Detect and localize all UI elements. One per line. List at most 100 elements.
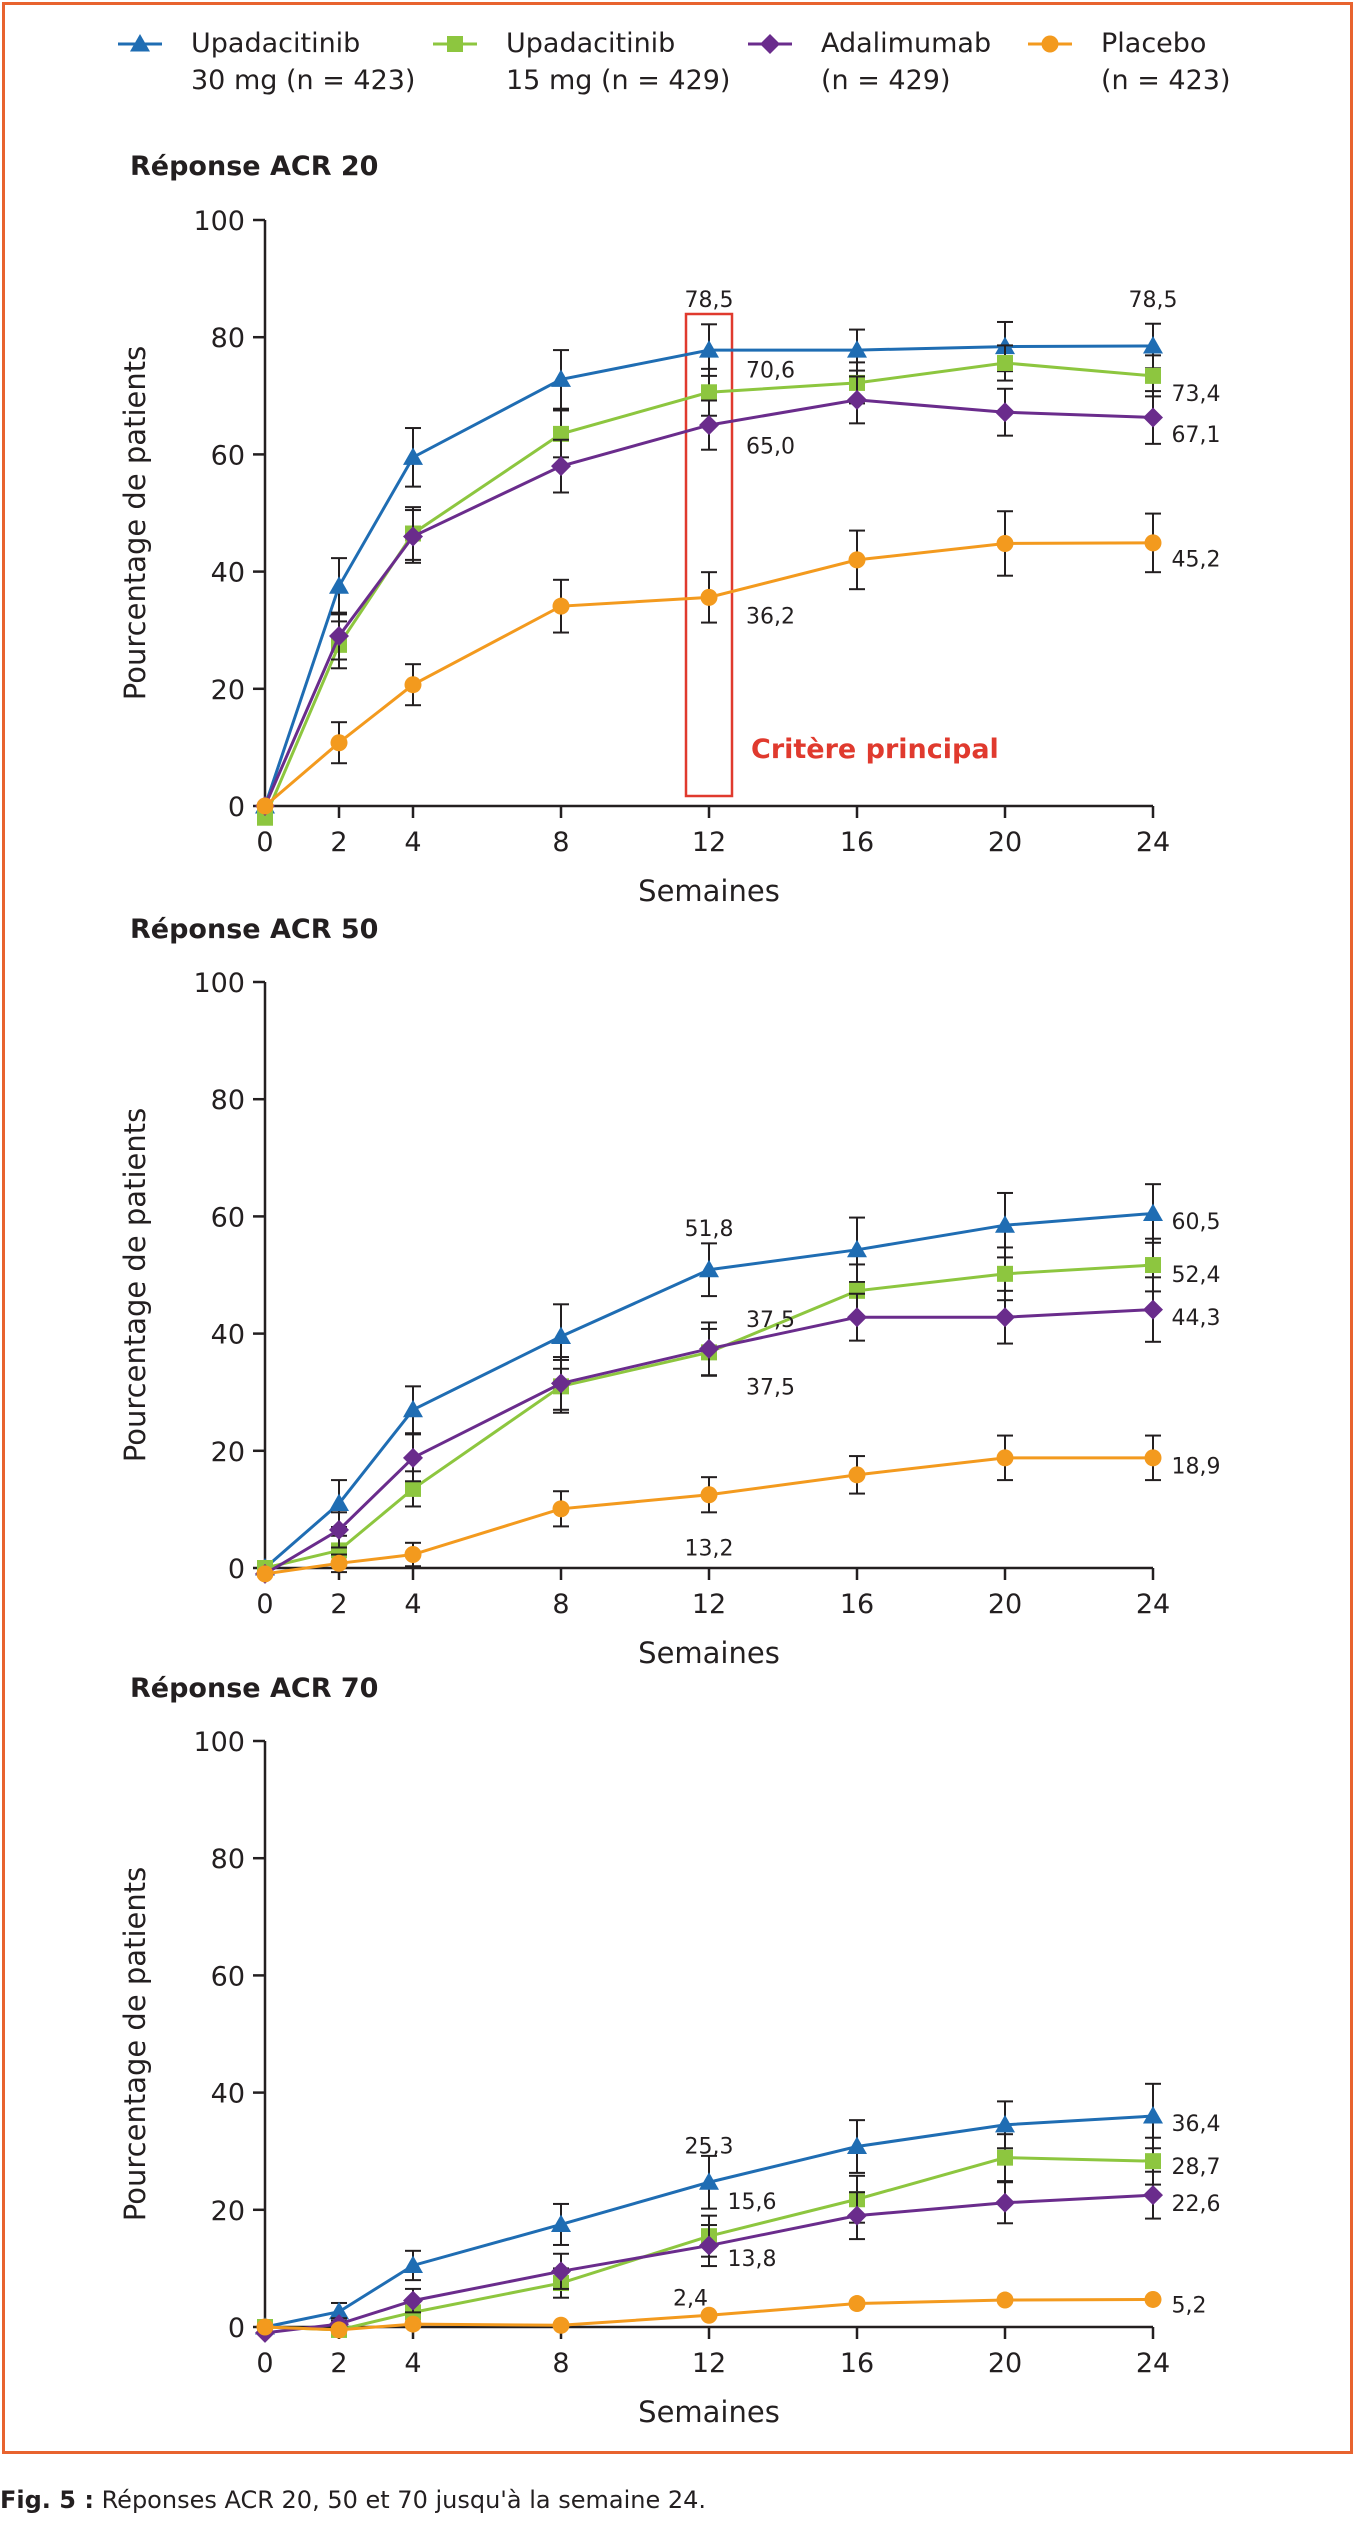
legend-entry: Adalimumab (n = 429) (748, 28, 991, 96)
chart-title: Réponse ACR 70 (130, 1673, 378, 1704)
x-tick-label: 0 (256, 2348, 273, 2379)
y-tick-label: 60 (211, 440, 245, 471)
data-point (996, 1449, 1014, 1467)
series-group (256, 510, 1162, 815)
x-tick-label: 16 (840, 827, 874, 858)
data-point (995, 402, 1015, 423)
series-line (264, 1211, 1154, 1570)
y-tick-label: 40 (211, 2079, 245, 2110)
data-point (995, 1307, 1015, 1328)
legend-marker (447, 36, 463, 52)
data-point (849, 1282, 865, 1299)
x-tick-label: 20 (988, 1589, 1022, 1620)
y-tick-label: 0 (228, 1554, 245, 1585)
data-point (699, 340, 719, 358)
data-point (329, 626, 349, 647)
data-point (1144, 534, 1162, 552)
y-tick-label: 20 (211, 675, 245, 706)
data-point (551, 1373, 571, 1394)
data-point (847, 1239, 867, 1258)
caption-label: Fig. 5 : (0, 2486, 94, 2514)
y-axis-label: Pourcentage de patients (118, 1867, 152, 2221)
x-tick-label: 12 (692, 1589, 726, 1620)
legend-label-n: 15 mg (n = 429) (506, 65, 730, 96)
y-tick-label: 60 (211, 1961, 245, 1992)
primary-endpoint-box (684, 312, 734, 798)
data-label: 60,5 (1172, 1210, 1221, 1235)
data-point (1145, 2153, 1161, 2170)
data-point (256, 1565, 274, 1583)
x-tick-label: 2 (330, 2348, 347, 2379)
x-tick-label: 16 (840, 2348, 874, 2379)
data-label: 65,0 (746, 435, 795, 460)
data-point (1143, 2185, 1163, 2206)
data-point (699, 415, 719, 436)
series-line (264, 2114, 1154, 2329)
x-tick-label: 4 (404, 2348, 421, 2379)
x-tick-label: 8 (552, 1589, 569, 1620)
legend-marker (130, 34, 150, 52)
data-label: 78,5 (685, 288, 734, 313)
y-tick-label: 40 (211, 1320, 245, 1351)
data-label: 28,7 (1172, 2155, 1221, 2180)
x-tick-label: 2 (330, 827, 347, 858)
data-point (403, 447, 423, 465)
data-point (404, 1546, 422, 1564)
data-point (1143, 1299, 1163, 1320)
chart-title: Réponse ACR 20 (130, 151, 378, 182)
data-point (847, 340, 867, 358)
data-label: 67,1 (1172, 423, 1221, 448)
data-point (553, 425, 569, 442)
data-point (552, 1500, 570, 1518)
data-point (996, 2291, 1014, 2309)
x-tick-label: 4 (404, 1589, 421, 1620)
data-label: 36,2 (746, 605, 795, 630)
data-point (848, 2295, 866, 2313)
data-point (847, 2136, 867, 2155)
data-label: 37,5 (746, 1308, 795, 1333)
data-point (700, 2306, 718, 2324)
series-line (264, 1308, 1154, 1576)
series-group (255, 375, 1163, 816)
x-axis-label: Semaines (638, 2395, 780, 2429)
data-point (997, 354, 1013, 371)
data-point (699, 1259, 719, 1278)
series-line (264, 1456, 1153, 1576)
y-axis-label: Pourcentage de patients (118, 1108, 152, 1462)
data-label: 45,2 (1172, 548, 1221, 573)
x-tick-label: 20 (988, 827, 1022, 858)
data-label: 44,3 (1172, 1306, 1221, 1331)
data-point (552, 597, 570, 615)
x-tick-label: 2 (330, 1589, 347, 1620)
data-point (403, 2290, 423, 2311)
legend-marker (1041, 35, 1059, 53)
legend-entry: Upadacitinib 15 mg (n = 429) (433, 28, 730, 96)
data-label: 37,5 (746, 1375, 795, 1400)
data-label: 2,4 (673, 2287, 708, 2312)
data-label: 13,8 (728, 2247, 777, 2272)
data-point (995, 2114, 1015, 2133)
data-point (551, 369, 571, 387)
data-point (405, 1480, 421, 1497)
figure-frame (2, 2, 1353, 2454)
y-tick-label: 60 (211, 1202, 245, 1233)
data-label: 36,4 (1172, 2112, 1221, 2137)
x-tick-label: 0 (256, 1589, 273, 1620)
data-point (330, 734, 348, 752)
data-point (256, 797, 274, 815)
data-point (996, 534, 1014, 552)
data-point (551, 2261, 571, 2282)
data-point (1145, 1257, 1161, 1274)
data-point (848, 551, 866, 569)
series-line (263, 344, 1154, 807)
data-label: 52,4 (1172, 1263, 1221, 1288)
series-line (264, 541, 1154, 808)
legend-entry: Upadacitinib 30 mg (n = 423) (118, 28, 415, 96)
data-point (847, 389, 867, 410)
legend-label: Upadacitinib (191, 28, 360, 59)
data-point (699, 2172, 719, 2190)
data-point (995, 1215, 1015, 1233)
series-group (255, 1183, 1163, 1576)
